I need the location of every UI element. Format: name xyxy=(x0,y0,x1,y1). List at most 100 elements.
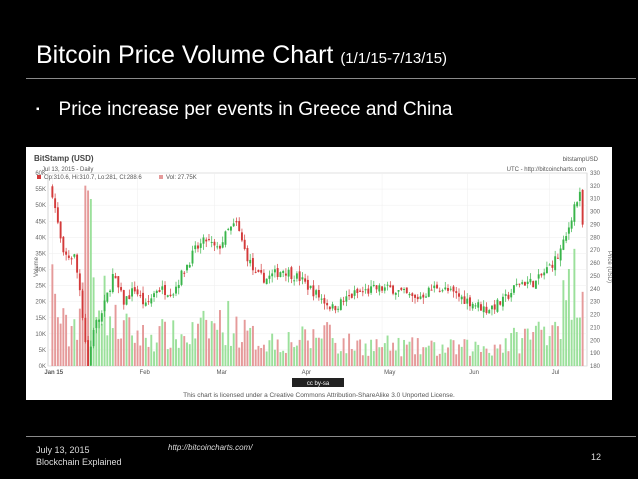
volume-bar xyxy=(227,300,230,366)
candle-body xyxy=(559,248,562,261)
volume-bar xyxy=(394,350,397,366)
chart-utc-line: UTC - http://bitcoincharts.com xyxy=(507,167,586,173)
candle-body xyxy=(576,202,579,207)
volume-bar xyxy=(180,334,183,366)
title-divider xyxy=(26,78,636,79)
volume-bar xyxy=(532,332,535,366)
candle-body xyxy=(411,293,414,296)
chart-svg: BitStamp (USD) Jul 13, 2015 - Daily Op:3… xyxy=(34,154,612,399)
volume-bar xyxy=(512,327,515,366)
candle-body xyxy=(543,272,546,276)
volume-bar xyxy=(172,320,175,366)
volume-bar xyxy=(98,310,101,366)
volume-bar xyxy=(543,326,546,366)
license-badge[interactable] xyxy=(292,378,344,387)
y-left-tick-label: 60K xyxy=(35,171,46,177)
volume-bar xyxy=(202,310,205,366)
candle-body xyxy=(213,241,216,246)
candle-body xyxy=(361,291,364,293)
candle-body xyxy=(257,269,260,272)
license-text[interactable]: This chart is licensed under a Creative … xyxy=(183,392,455,399)
volume-bar xyxy=(490,355,493,366)
volume-bar xyxy=(425,347,427,366)
footer-subtitle: Blockchain Explained xyxy=(36,457,122,467)
volume-bar xyxy=(205,319,208,366)
volume-bar xyxy=(507,351,510,366)
volume-bar xyxy=(501,352,504,366)
volume-bar xyxy=(219,310,221,366)
candle-body xyxy=(158,290,161,292)
volume-bar xyxy=(383,343,386,366)
volume-bar xyxy=(166,349,169,366)
candle-body xyxy=(155,290,158,294)
y-left-tick-label: 30K xyxy=(35,268,46,274)
volume-bar xyxy=(95,316,98,366)
candle-body xyxy=(153,293,155,298)
candle-body xyxy=(279,272,282,278)
y-left-tick-label: 50K xyxy=(35,203,46,209)
volume-bar xyxy=(177,347,180,366)
candle-body xyxy=(254,271,257,273)
candle-body xyxy=(78,273,81,291)
candle-body xyxy=(276,268,279,277)
title-text: Bitcoin Price Volume Chart xyxy=(36,41,334,69)
volume-bar xyxy=(485,348,488,366)
source-url-link[interactable]: http://bitcoincharts.com/ xyxy=(168,443,253,452)
candle-body xyxy=(339,299,342,310)
candle-body xyxy=(84,317,87,342)
volume-bar xyxy=(499,344,502,366)
y-left-tick-label: 55K xyxy=(35,187,46,193)
candle-body xyxy=(262,272,265,283)
volume-bar xyxy=(554,321,557,366)
volume-bar xyxy=(337,353,340,366)
candle-body xyxy=(474,305,477,307)
volume-bar xyxy=(56,317,59,366)
volume-bar xyxy=(397,337,400,366)
candle-body xyxy=(562,239,565,250)
volume-bar xyxy=(186,342,188,366)
volume-bar xyxy=(570,319,573,366)
y-left-axis-label: Volume xyxy=(34,256,40,277)
candle-body xyxy=(188,264,191,268)
x-tick-label: May xyxy=(384,370,395,376)
candle-body xyxy=(573,204,576,222)
candle-body xyxy=(540,273,543,276)
volume-bar xyxy=(581,291,584,366)
y-left-tick-label: 40K xyxy=(35,235,46,241)
candle-body xyxy=(532,281,535,288)
volume-bar xyxy=(458,344,460,366)
volume-bar xyxy=(139,345,142,366)
candle-body xyxy=(581,189,584,225)
candle-body xyxy=(202,237,205,244)
volume-bar xyxy=(290,342,293,366)
volume-bar xyxy=(213,323,216,366)
volume-bar xyxy=(328,324,331,366)
volume-bar xyxy=(282,350,285,366)
candle-body xyxy=(337,308,340,310)
volume-bar xyxy=(197,323,199,366)
volume-bar xyxy=(229,345,232,366)
candle-body xyxy=(147,301,150,303)
candle-body xyxy=(271,273,274,277)
bullet-text: Price increase per events in Greece and … xyxy=(58,99,453,120)
volume-bar xyxy=(122,320,125,366)
chart-date-line: Jul 13, 2015 - Daily xyxy=(42,167,93,173)
volume-bar xyxy=(76,339,79,366)
volume-bar xyxy=(356,340,359,366)
volume-bar xyxy=(133,342,136,366)
candle-body xyxy=(326,303,329,306)
candle-body xyxy=(323,298,326,304)
volume-bar xyxy=(348,333,351,366)
volume-bar xyxy=(254,349,257,366)
volume-bar xyxy=(573,248,576,366)
volume-bar xyxy=(400,356,403,366)
candle-body xyxy=(334,306,337,311)
volume-bar xyxy=(364,343,367,366)
candle-body xyxy=(375,285,378,290)
candle-body xyxy=(265,278,268,285)
candle-body xyxy=(67,255,70,258)
candle-body xyxy=(458,293,460,297)
volume-bar xyxy=(471,351,474,366)
candle-body xyxy=(62,236,65,253)
candle-body xyxy=(301,277,304,280)
